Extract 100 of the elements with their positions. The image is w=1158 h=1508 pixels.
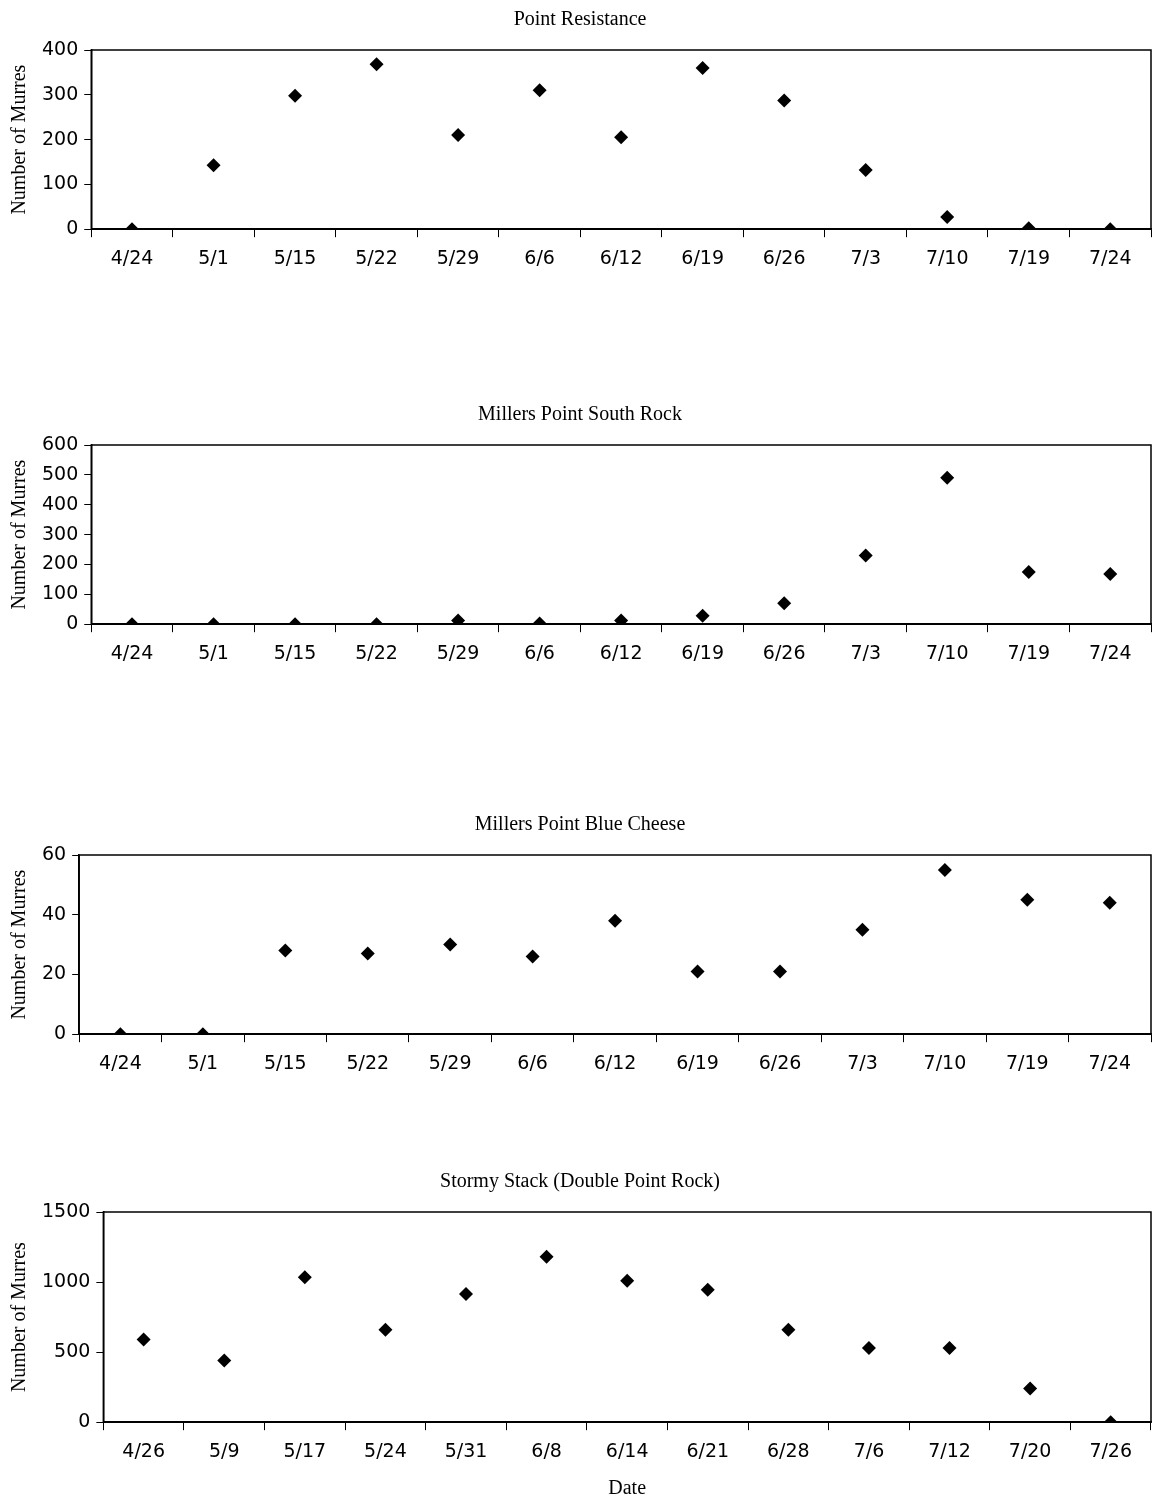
y-tick-label: 0	[78, 1409, 91, 1432]
x-tick-label: 5/15	[273, 640, 317, 663]
y-axis-title: Number of Murres	[7, 1241, 30, 1393]
point	[369, 57, 384, 72]
point	[443, 937, 458, 952]
x-tick-label: 7/26	[1089, 1438, 1133, 1461]
x-tick-label: 5/29	[436, 640, 480, 663]
y-tick-label: 200	[42, 126, 79, 149]
x-tick-label: 6/14	[605, 1438, 649, 1461]
x-tick-label: 5/1	[198, 640, 229, 663]
point	[781, 1322, 796, 1337]
point	[1102, 895, 1117, 910]
x-tick-label: 6/19	[681, 640, 724, 663]
x-tick-label: 4/26	[122, 1438, 165, 1461]
point	[614, 130, 629, 145]
point	[297, 1270, 312, 1285]
point	[532, 83, 547, 98]
point	[1020, 892, 1035, 907]
point	[378, 1322, 393, 1337]
y-axis-title: Number of Murres	[7, 459, 30, 610]
point	[459, 1286, 473, 1301]
point	[451, 128, 466, 143]
y-tick-label: 1000	[41, 1269, 91, 1291]
x-tick-label: 6/12	[593, 1050, 637, 1073]
point	[1023, 1381, 1038, 1396]
x-tick-label: 6/28	[767, 1438, 810, 1461]
x-tick-label: 5/31	[444, 1438, 488, 1461]
y-tick-label: 400	[42, 491, 79, 514]
x-tick-label: 5/15	[263, 1050, 307, 1073]
point	[695, 60, 710, 75]
x-tick-label: 6/19	[681, 245, 724, 268]
x-tick-label: 4/24	[110, 245, 154, 268]
y-axis-title: Number of Murres	[7, 869, 30, 1020]
x-tick-label: 4/24	[99, 1050, 142, 1073]
x-tick-label: 5/17	[283, 1438, 327, 1461]
y-tick-label: 0	[54, 1021, 67, 1044]
point	[772, 964, 787, 979]
point	[690, 964, 705, 979]
point	[206, 158, 221, 173]
x-tick-label: 6/26	[758, 1050, 802, 1073]
x-tick-label: 5/29	[428, 1050, 472, 1073]
y-tick-label: 500	[54, 1339, 91, 1362]
x-tick-label: 6/12	[599, 245, 643, 268]
point	[288, 88, 303, 103]
y-tick-label: 100	[42, 171, 79, 194]
y-tick-label: 500	[42, 461, 79, 484]
x-tick-label: 7/24	[1088, 245, 1132, 268]
chart-title: Millers Point Blue Cheese	[474, 812, 686, 835]
point	[525, 949, 540, 964]
point	[217, 1353, 232, 1368]
point	[777, 93, 792, 108]
y-tick-label: 40	[41, 901, 67, 924]
x-tick-label: 7/12	[928, 1438, 971, 1461]
point	[861, 1340, 876, 1355]
x-tick-label: 6/8	[531, 1438, 562, 1461]
point	[620, 1273, 635, 1288]
point	[539, 1249, 554, 1264]
x-tick-label: 7/19	[1007, 245, 1051, 268]
x-tick-label: 5/1	[198, 245, 229, 268]
y-tick-label: 60	[41, 841, 67, 864]
y-tick-label: 20	[41, 961, 67, 984]
point	[942, 1340, 957, 1355]
chart-title: Stormy Stack (Double Point Rock)	[440, 1169, 720, 1193]
x-tick-label: 6/21	[686, 1438, 730, 1461]
x-tick-label: 5/22	[355, 640, 398, 663]
x-tick-label: 7/24	[1088, 640, 1132, 663]
x-tick-label: 4/24	[110, 640, 154, 663]
point	[136, 1332, 151, 1347]
y-tick-label: 1500	[41, 1198, 91, 1221]
x-tick-label: 7/3	[850, 640, 881, 663]
x-tick-label: 6/19	[676, 1050, 719, 1073]
x-tick-label: 7/19	[1007, 640, 1051, 663]
x-tick-label: 7/3	[847, 1050, 878, 1073]
point	[855, 922, 870, 937]
x-tick-label: 6/12	[599, 640, 643, 663]
x-tick-label: 5/24	[364, 1438, 407, 1461]
x-tick-label: 6/6	[517, 1050, 548, 1073]
x-tick-label: 6/6	[524, 640, 555, 663]
x-tick-label: 6/26	[762, 245, 806, 268]
x-tick-label: 5/22	[346, 1050, 390, 1073]
x-tick-label: 7/10	[925, 245, 969, 268]
y-tick-label: 0	[66, 216, 79, 239]
point	[278, 943, 293, 958]
x-tick-label: 7/10	[925, 640, 969, 663]
y-tick-label: 300	[42, 521, 79, 544]
x-tick-label: 5/29	[436, 245, 480, 268]
point	[858, 163, 873, 178]
point	[360, 946, 375, 961]
x-tick-label: 7/6	[853, 1438, 885, 1461]
x-tick-label: 5/22	[355, 245, 398, 268]
point	[937, 862, 952, 877]
y-axis-title: Number of Murres	[7, 64, 30, 215]
point	[700, 1282, 715, 1297]
x-tick-label: 5/1	[187, 1050, 219, 1073]
y-tick-label: 400	[42, 36, 79, 59]
y-tick-label: 300	[42, 81, 79, 104]
x-tick-label: 7/10	[923, 1050, 967, 1073]
x-tick-label: 5/9	[208, 1438, 240, 1461]
x-tick-label: 6/6	[524, 245, 555, 268]
y-tick-label: 600	[42, 431, 79, 454]
